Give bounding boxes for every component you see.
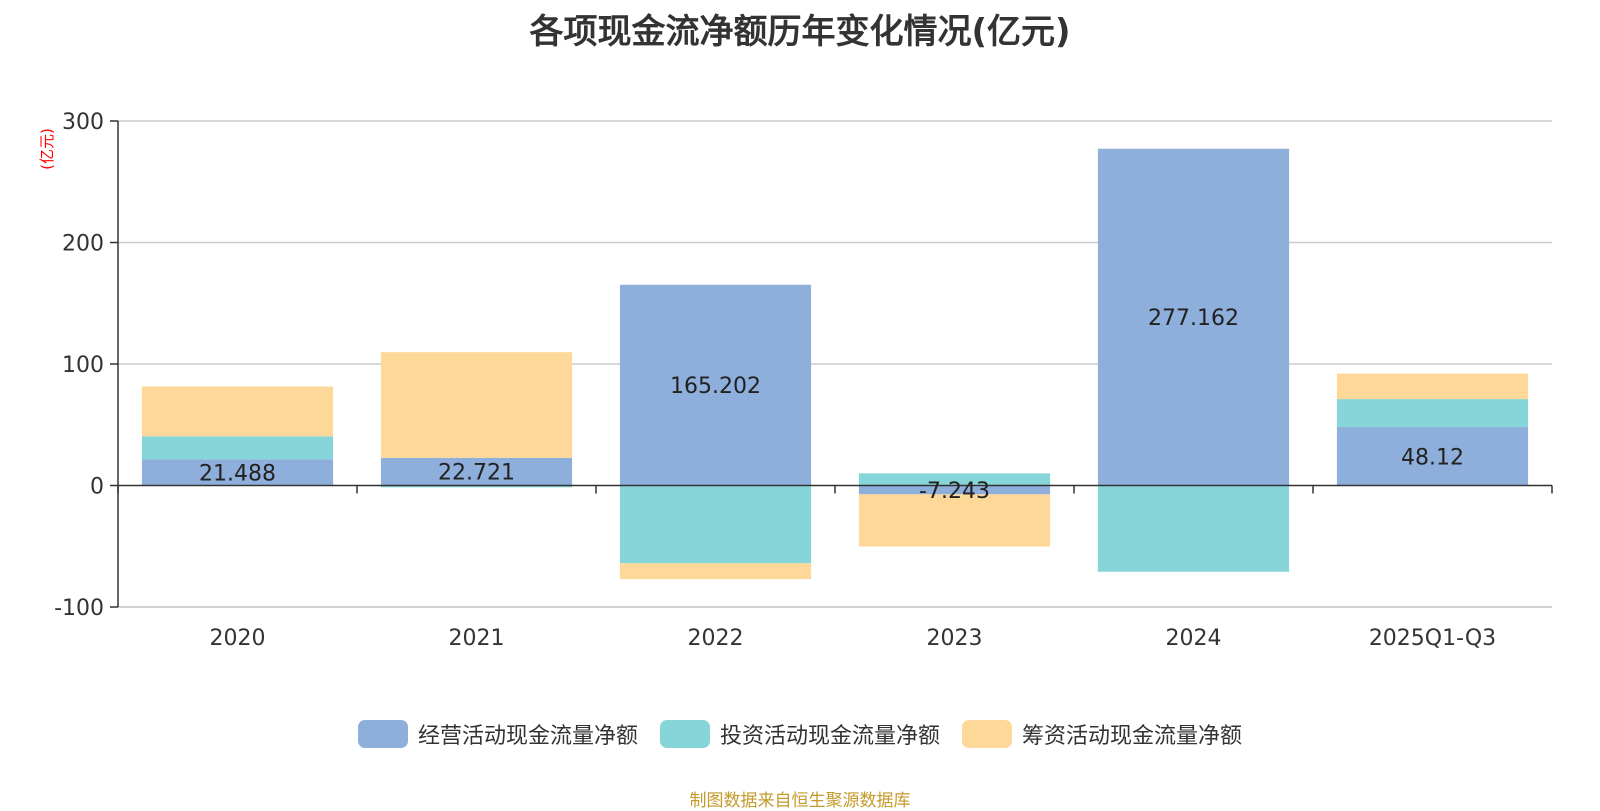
- x-tick-label: 2024: [1166, 626, 1222, 651]
- bar-segment: [380, 352, 573, 458]
- bar-segment: [380, 485, 573, 488]
- data-label: 277.162: [1148, 306, 1239, 331]
- data-label: -7.243: [919, 479, 990, 504]
- data-labels: 21.488 22.721 165.202 -7.243 277.162 48.12: [199, 306, 1464, 504]
- legend-swatch: [962, 720, 1012, 748]
- grid-lines: [118, 120, 1552, 608]
- data-label: 22.721: [438, 461, 515, 486]
- legend-label: 筹资活动现金流量净额: [1022, 724, 1243, 749]
- x-tick-label: 2022: [688, 626, 744, 651]
- bar-segment: [1336, 373, 1529, 400]
- x-tick-label: 2021: [449, 626, 505, 651]
- legend-item[interactable]: 筹资活动现金流量净额: [962, 718, 1242, 750]
- x-tick-label: 2025Q1-Q3: [1369, 626, 1496, 651]
- bar-segment: [858, 473, 1051, 486]
- legend-item[interactable]: 经营活动现金流量净额: [357, 718, 638, 750]
- data-label: 48.12: [1401, 445, 1464, 470]
- bar-segment: [1336, 427, 1529, 486]
- bar-segment: [619, 563, 812, 580]
- x-tick-label: 2023: [927, 626, 983, 651]
- legend-label: 投资活动现金流量净额: [719, 724, 940, 749]
- chart-title: 各项现金流净额历年变化情况(亿元): [529, 12, 1071, 52]
- bar-segment: [858, 494, 1051, 547]
- legend: 经营活动现金流量净额 投资活动现金流量净额 筹资活动现金流量净额: [0, 718, 1600, 750]
- y-tick-label: 100: [62, 353, 104, 378]
- source-note: 制图数据来自恒生聚源数据库: [689, 791, 911, 811]
- legend-swatch: [659, 720, 710, 748]
- x-tick-label: 2020: [210, 626, 266, 651]
- y-tick-label: -100: [54, 596, 104, 621]
- data-label: 165.202: [670, 374, 761, 399]
- y-tick-label: 0: [90, 475, 104, 500]
- axes: 300 200 100 0 -100 (亿元) 2020 2021 2022 2023 2024 20…: [38, 110, 1553, 651]
- bars: [141, 148, 1529, 580]
- bar-segment: [858, 485, 1051, 495]
- bar-segment: [619, 485, 812, 564]
- legend-label: 经营活动现金流量净额: [417, 724, 638, 749]
- bar-segment: [1097, 148, 1290, 486]
- bar-segment: [141, 459, 334, 486]
- y-tick-label: 300: [62, 110, 104, 135]
- bar-segment: [619, 284, 812, 486]
- bar-segment: [380, 457, 573, 486]
- y-unit-label: (亿元): [38, 128, 56, 170]
- legend-swatch: [357, 720, 408, 748]
- y-tick-label: 200: [62, 232, 104, 257]
- bar-segment: [1336, 399, 1529, 428]
- bar-segment: [141, 436, 334, 460]
- bar-segment: [141, 386, 334, 437]
- legend-item[interactable]: 投资活动现金流量净额: [659, 718, 940, 750]
- bar-segment: [1097, 485, 1290, 572]
- data-label: 21.488: [199, 461, 276, 486]
